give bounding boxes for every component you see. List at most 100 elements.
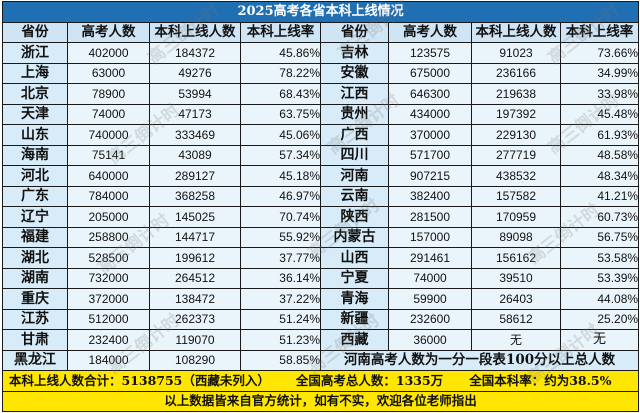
table-row: 湖北 528500 199612 37.77% 山西 291461 156162 53.58% bbox=[2, 247, 640, 269]
cell-left-province: 上海 bbox=[2, 62, 68, 84]
cell-right-rate: 34.99% bbox=[559, 62, 640, 84]
cell-right-candidates: 59900 bbox=[388, 288, 472, 310]
cell-right-rate: 33.98% bbox=[559, 83, 640, 105]
table-row: 湖南 732000 264512 36.14% 宁夏 74000 39510 53.39% bbox=[2, 267, 640, 289]
table-row: 河北 640000 289127 45.18% 河南 907215 438532 48.34% bbox=[2, 165, 640, 187]
cell-left-admitted: 289127 bbox=[149, 165, 241, 187]
cell-left-province: 甘肃 bbox=[2, 329, 68, 351]
cell-right-admitted: 236166 bbox=[471, 62, 561, 84]
cell-right-rate: 61.93% bbox=[559, 124, 640, 146]
cell-left-admitted: 47173 bbox=[149, 103, 241, 125]
cell-left-province: 海南 bbox=[2, 144, 68, 166]
cell-right-candidates: 571700 bbox=[388, 144, 472, 166]
cell-left-province: 北京 bbox=[2, 83, 68, 105]
cell-left-province: 河北 bbox=[2, 165, 68, 187]
cell-right-rate: 44.08% bbox=[559, 288, 640, 310]
cell-right-candidates: 36000 bbox=[388, 329, 472, 351]
cell-left-candidates: 75141 bbox=[67, 144, 150, 166]
header-candidates-left: 高考人数 bbox=[67, 21, 150, 43]
cell-right-candidates: 646300 bbox=[388, 83, 472, 105]
cell-right-admitted: 58612 bbox=[471, 308, 561, 330]
cell-left-province: 黑龙江 bbox=[2, 349, 68, 371]
table-row: 黑龙江 184000 108290 58.85% 河南高考人数为一分一段表100分以上总… bbox=[2, 349, 640, 371]
cell-right-province: 宁夏 bbox=[320, 267, 389, 289]
cell-left-candidates: 732000 bbox=[67, 267, 150, 289]
cell-right-admitted: 438532 bbox=[471, 165, 561, 187]
footer-note: 以上数据皆来自官方统计，如有不实，欢迎各位老师指出 bbox=[1, 390, 640, 412]
cell-left-province: 辽宁 bbox=[2, 206, 68, 228]
cell-left-rate: 70.74% bbox=[240, 206, 321, 228]
cell-right-candidates: 907215 bbox=[388, 165, 472, 187]
cell-right-rate: 53.58% bbox=[559, 247, 640, 269]
cell-right-candidates: 123575 bbox=[388, 42, 472, 64]
cell-left-admitted: 43089 bbox=[149, 144, 241, 166]
cell-right-province: 山西 bbox=[320, 247, 389, 269]
cell-left-rate: 37.77% bbox=[240, 247, 321, 269]
cell-left-candidates: 784000 bbox=[67, 185, 150, 207]
cell-left-admitted: 145025 bbox=[149, 206, 241, 228]
cell-left-rate: 68.43% bbox=[240, 83, 321, 105]
cell-left-admitted: 53994 bbox=[149, 83, 241, 105]
cell-right-candidates: 382400 bbox=[388, 185, 472, 207]
cell-right-candidates: 232600 bbox=[388, 308, 472, 330]
cell-right-province: 西藏 bbox=[320, 329, 389, 351]
cell-right-rate: 45.48% bbox=[559, 103, 640, 125]
cell-left-candidates: 402000 bbox=[67, 42, 150, 64]
table-row: 江苏 512000 262373 51.24% 新疆 232600 58612 25.20% bbox=[2, 308, 640, 330]
cell-left-candidates: 63000 bbox=[67, 62, 150, 84]
cell-left-province: 天津 bbox=[2, 103, 68, 125]
cell-right-admitted: 无 bbox=[471, 329, 561, 351]
cell-left-candidates: 512000 bbox=[67, 308, 150, 330]
cell-left-candidates: 78900 bbox=[67, 83, 150, 105]
header-province-left: 省份 bbox=[2, 21, 68, 43]
cell-left-rate: 46.97% bbox=[240, 185, 321, 207]
cell-right-province: 吉林 bbox=[320, 42, 389, 64]
header-admitted-left: 本科上线人数 bbox=[149, 21, 241, 43]
cell-right-admitted: 89098 bbox=[471, 226, 561, 248]
cell-right-admitted: 197392 bbox=[471, 103, 561, 125]
cell-left-candidates: 184000 bbox=[67, 349, 150, 371]
cell-left-province: 山东 bbox=[2, 124, 68, 146]
cell-left-admitted: 333469 bbox=[149, 124, 241, 146]
cell-right-province: 青海 bbox=[320, 288, 389, 310]
cell-right-province: 广西 bbox=[320, 124, 389, 146]
cell-left-rate: 36.14% bbox=[240, 267, 321, 289]
cell-left-candidates: 258800 bbox=[67, 226, 150, 248]
cell-left-admitted: 144717 bbox=[149, 226, 241, 248]
header-rate-left: 本科上线率 bbox=[240, 21, 321, 43]
table-row: 天津 74000 47173 63.75% 贵州 434000 197392 45.48% bbox=[2, 103, 640, 125]
cell-right-province: 内蒙古 bbox=[320, 226, 389, 248]
cell-right-candidates: 281500 bbox=[388, 206, 472, 228]
cell-right-candidates: 370000 bbox=[388, 124, 472, 146]
cell-right-admitted: 219638 bbox=[471, 83, 561, 105]
cell-right-rate: 73.66% bbox=[559, 42, 640, 64]
table-row: 福建 258800 144717 55.92% 内蒙古 157000 89098 56.75% bbox=[2, 226, 640, 248]
table-row: 海南 75141 43089 57.34% 四川 571700 277719 48.58% bbox=[2, 144, 640, 166]
cell-left-province: 重庆 bbox=[2, 288, 68, 310]
cell-left-candidates: 205000 bbox=[67, 206, 150, 228]
header-candidates-right: 高考人数 bbox=[388, 21, 472, 43]
cell-right-province: 河南 bbox=[320, 165, 389, 187]
table-row: 上海 63000 49276 78.22% 安徽 675000 236166 34.99% bbox=[2, 62, 640, 84]
national-rate: 全国本科率：约为38.5% bbox=[469, 372, 612, 388]
header-rate-right: 本科上线率 bbox=[559, 21, 640, 43]
table-row: 浙江 402000 184372 45.86% 吉林 123575 91023 73.66% bbox=[2, 42, 640, 64]
cell-left-admitted: 138472 bbox=[149, 288, 241, 310]
cell-right-province: 新疆 bbox=[320, 308, 389, 330]
cell-right-rate: 53.39% bbox=[559, 267, 640, 289]
table-title: 2025高考各省本科上线情况 bbox=[1, 1, 640, 23]
cell-left-rate: 57.34% bbox=[240, 144, 321, 166]
cell-right-rate: 41.21% bbox=[559, 185, 640, 207]
cell-right-candidates: 434000 bbox=[388, 103, 472, 125]
cell-left-candidates: 74000 bbox=[67, 103, 150, 125]
cell-right-admitted: 156162 bbox=[471, 247, 561, 269]
cell-left-admitted: 119070 bbox=[149, 329, 241, 351]
table-row: 山东 740000 333469 45.06% 广西 370000 229130 61.93% bbox=[2, 124, 640, 146]
cell-right-admitted: 277719 bbox=[471, 144, 561, 166]
cell-left-rate: 51.24% bbox=[240, 308, 321, 330]
cell-right-province: 云南 bbox=[320, 185, 389, 207]
cell-right-admitted: 229130 bbox=[471, 124, 561, 146]
cell-right-province: 贵州 bbox=[320, 103, 389, 125]
cell-right-candidates: 675000 bbox=[388, 62, 472, 84]
